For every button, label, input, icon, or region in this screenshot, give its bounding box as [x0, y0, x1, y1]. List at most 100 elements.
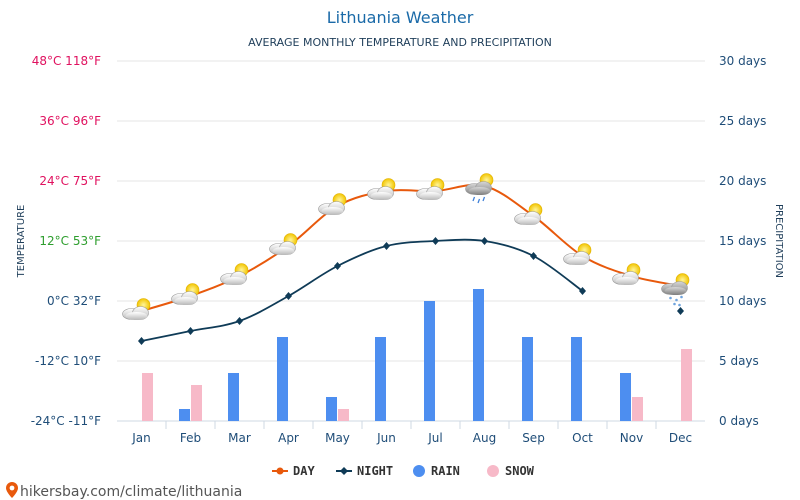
rain-bar: [179, 409, 190, 421]
cloud-sun-icon: [563, 243, 592, 265]
snow-bar: [681, 349, 692, 421]
night-point: [530, 252, 537, 260]
day-line: [141, 183, 681, 312]
month-label: May: [325, 431, 350, 445]
night-point: [334, 262, 341, 270]
cloud-shape: [615, 277, 638, 285]
month-label: Apr: [278, 431, 299, 445]
cloud-sun-icon: [318, 193, 347, 215]
month-label: Jul: [427, 431, 442, 445]
precipitation-tick-label: 10 days: [719, 294, 766, 308]
legend-marker: [340, 467, 348, 475]
map-pin-icon: [6, 482, 18, 498]
legend-item-rain: RAIN: [413, 464, 460, 478]
night-point: [138, 337, 145, 345]
snow-bar: [142, 373, 153, 421]
legend-label: SNOW: [505, 464, 535, 478]
precipitation-tick-label: 5 days: [719, 354, 759, 368]
footer[interactable]: hikersbay.com/climate/lithuania: [6, 482, 242, 500]
month-label: Mar: [228, 431, 251, 445]
cloud-sun-icon: [416, 178, 445, 200]
night-point: [432, 237, 439, 245]
snow-flake: [680, 295, 683, 299]
snow-flake: [673, 302, 676, 306]
cloud-shape: [321, 207, 344, 215]
month-label: Jun: [376, 431, 396, 445]
precipitation-axis: 30 days 25 days 20 days 15 days 10 days 5 day…: [719, 54, 766, 428]
night-point: [187, 327, 194, 335]
month-label: Feb: [180, 431, 201, 445]
night-line: [141, 238, 584, 342]
temperature-tick-label: 0°C 32°F: [47, 294, 101, 308]
temperature-tick-label: -12°C 10°F: [35, 354, 101, 368]
legend: DAY NIGHT RAIN SNOW: [272, 464, 535, 478]
grid-lines: [117, 60, 705, 429]
cloud-shape: [419, 192, 442, 200]
month-axis: Jan Feb Mar Apr May Jun Jul Aug Sep Oct Nov Dec: [131, 431, 692, 445]
precipitation-axis-title: PRECIPITATION: [773, 204, 784, 278]
rain-bar: [571, 337, 582, 421]
legend-marker: [487, 465, 499, 477]
rain-drop: [472, 196, 476, 202]
cloud-shape: [272, 247, 295, 255]
cloud-shape: [223, 277, 246, 285]
night-point: [236, 317, 243, 325]
rain-bar: [424, 301, 435, 421]
night-point: [481, 237, 488, 245]
snow-bar: [338, 409, 349, 421]
cloud-shape: [174, 297, 197, 305]
rain-bar: [326, 397, 337, 421]
rain-drop: [482, 196, 486, 202]
cloud-sun-icon: [171, 283, 200, 305]
precipitation-tick-label: 0 days: [719, 414, 759, 428]
cloud-sun-icon: [612, 263, 641, 285]
cloud-shape: [125, 312, 148, 320]
chart-subtitle: AVERAGE MONTHLY TEMPERATURE AND PRECIPIT…: [248, 36, 552, 49]
cloud-sun-snow-icon: [661, 273, 690, 307]
precipitation-bars: [142, 289, 692, 421]
legend-marker: [276, 467, 284, 475]
night-point: [677, 307, 684, 315]
temperature-lines: [138, 183, 684, 345]
night-point: [579, 287, 586, 295]
legend-item-day: DAY: [272, 464, 315, 478]
legend-label: NIGHT: [357, 464, 393, 478]
legend-label: DAY: [293, 464, 315, 478]
legend-marker: [413, 465, 425, 477]
month-label: Aug: [473, 431, 496, 445]
rain-drop: [477, 198, 481, 204]
rain-bar: [620, 373, 631, 421]
footer-link[interactable]: hikersbay.com/climate/lithuania: [20, 484, 242, 500]
precipitation-tick-label: 25 days: [719, 114, 766, 128]
snow-flake: [669, 296, 672, 300]
precipitation-tick-label: 15 days: [719, 234, 766, 248]
temperature-tick-label: 48°C 118°F: [32, 54, 101, 68]
precipitation-tick-label: 20 days: [719, 174, 766, 188]
cloud-shape: [370, 192, 393, 200]
temperature-axis: 48°C 118°F 36°C 96°F 24°C 75°F 12°C 53°F 0°C…: [31, 54, 101, 428]
weather-icons: [122, 173, 690, 320]
legend-item-night: NIGHT: [336, 464, 393, 478]
cloud-sun-icon: [367, 178, 396, 200]
rain-bar: [522, 337, 533, 421]
rain-bar: [375, 337, 386, 421]
night-point: [285, 292, 292, 300]
rain-bar: [277, 337, 288, 421]
temperature-tick-label: 24°C 75°F: [39, 174, 101, 188]
cloud-shape: [468, 187, 491, 195]
month-label: Jan: [131, 431, 151, 445]
precipitation-tick-label: 30 days: [719, 54, 766, 68]
month-label: Dec: [669, 431, 692, 445]
month-label: Nov: [620, 431, 643, 445]
cloud-sun-icon: [220, 263, 249, 285]
month-label: Oct: [572, 431, 593, 445]
temperature-axis-title: TEMPERATURE: [16, 205, 27, 279]
rain-bar: [473, 289, 484, 421]
month-label: Sep: [522, 431, 545, 445]
snow-bar: [191, 385, 202, 421]
snow-flake: [678, 303, 681, 307]
cloud-sun-icon: [269, 233, 298, 255]
temperature-tick-label: 36°C 96°F: [39, 114, 101, 128]
cloud-sun-rain-icon: [465, 173, 494, 204]
